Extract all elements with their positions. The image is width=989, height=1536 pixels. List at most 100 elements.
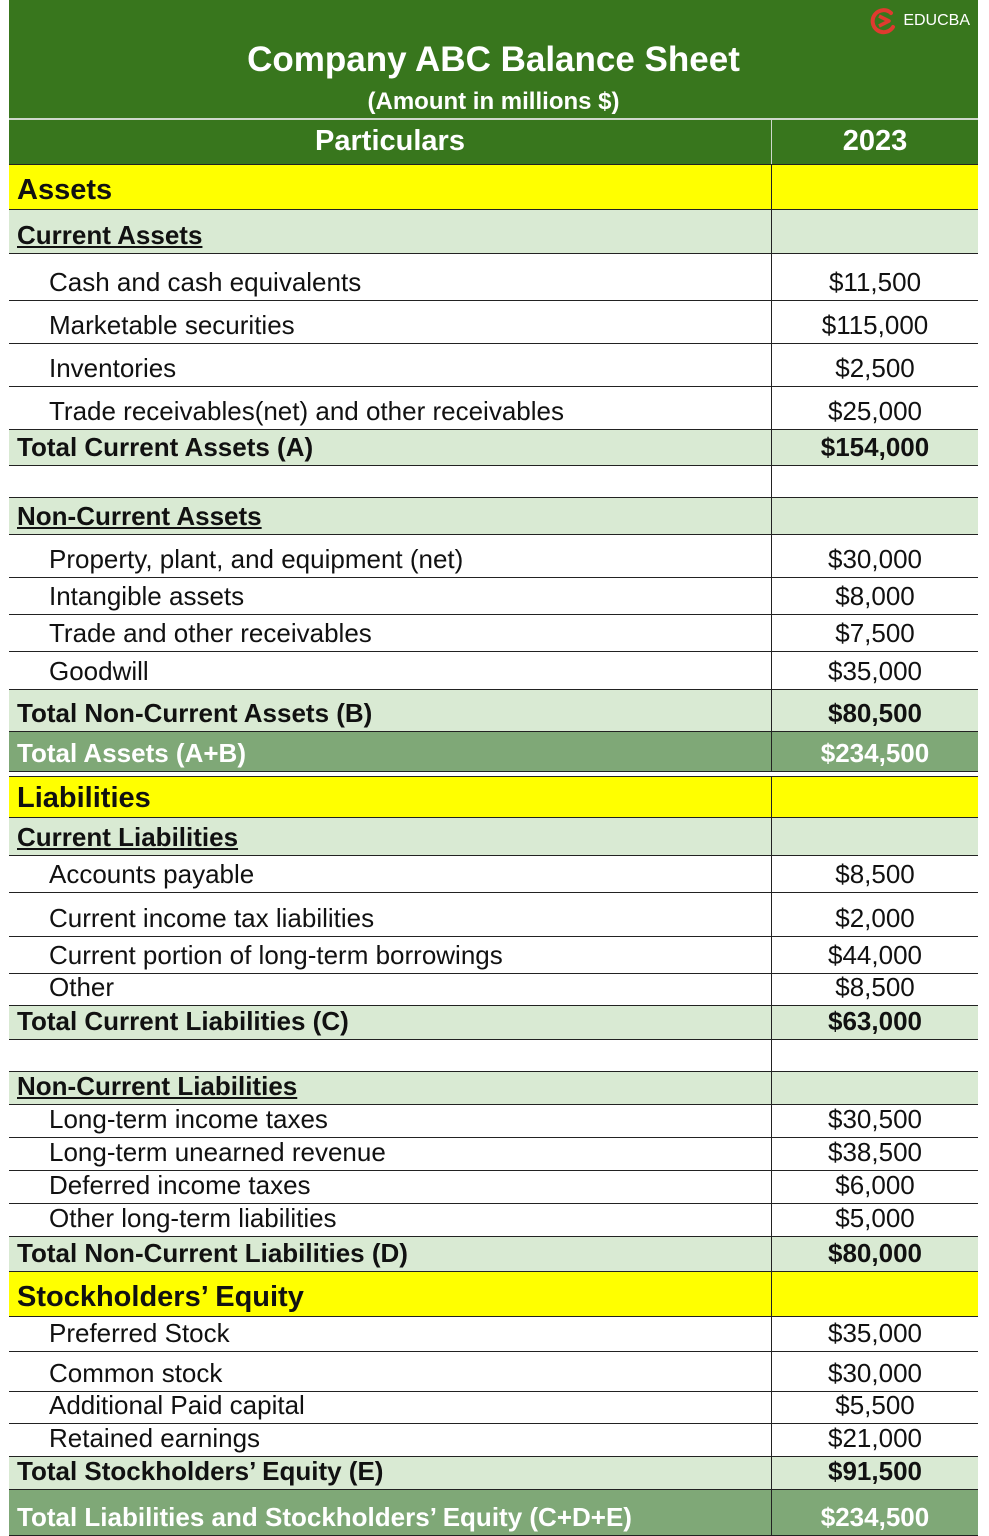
table-row: Accounts payable $8,500: [9, 856, 978, 893]
row-label: Non-Current Assets: [9, 498, 772, 534]
row-value: $8,500: [835, 974, 915, 1002]
grand-row: Total Assets (A+B) $234,500: [9, 732, 978, 772]
row-label-text: Accounts payable: [49, 859, 255, 889]
table-row: Long-term unearned revenue $38,500: [9, 1138, 978, 1171]
row-label: Total Stockholders’ Equity (E): [9, 1457, 772, 1489]
row-label: Intangible assets: [9, 578, 772, 614]
table-row: Marketable securities $115,000: [9, 301, 978, 344]
table-row: Common stock $30,000: [9, 1352, 978, 1392]
row-label: Inventories: [9, 344, 772, 386]
row-label: [9, 1040, 772, 1071]
grand-row: Total Liabilities and Stockholders’ Equi…: [9, 1490, 978, 1536]
row-value: [772, 1272, 978, 1316]
row-label-text: Retained earnings: [49, 1424, 261, 1453]
total-row: Total Current Assets (A) $154,000: [9, 430, 978, 466]
table-row: Inventories $2,500: [9, 344, 978, 387]
row-value: [772, 818, 978, 855]
row-label: Current Liabilities: [9, 818, 772, 855]
column-header-particulars: Particulars: [9, 120, 772, 164]
row-label-text: Common stock: [49, 1358, 223, 1388]
table-row: Trade and other receivables $7,500: [9, 615, 978, 652]
table-row: Preferred Stock $35,000: [9, 1317, 978, 1352]
row-label-text: Other long-term liabilities: [49, 1204, 337, 1233]
row-label-text: Other: [49, 974, 115, 1002]
table-row: Long-term income taxes $30,500: [9, 1105, 978, 1138]
table-row: Property, plant, and equipment (net) $30,…: [9, 535, 978, 578]
row-value: [772, 777, 978, 817]
row-label: Total Current Assets (A): [9, 430, 772, 465]
row-label-text: Current Liabilities: [17, 822, 239, 852]
row-value: $30,500: [828, 1105, 922, 1134]
section-row: Stockholders’ Equity: [9, 1272, 978, 1317]
row-value: $6,000: [835, 1171, 915, 1200]
row-label: Total Non-Current Liabilities (D): [9, 1237, 772, 1271]
row-label: [9, 466, 772, 497]
row-label-text: Deferred income taxes: [49, 1171, 311, 1200]
row-label-text: Total Current Assets (A): [17, 432, 314, 462]
row-value: $5,000: [835, 1204, 915, 1233]
subsection-row: Current Assets: [9, 210, 978, 254]
row-label: Marketable securities: [9, 301, 772, 343]
row-value: $80,500: [772, 690, 978, 731]
row-label-text: Total Non-Current Liabilities (D): [17, 1238, 408, 1268]
table-row: Current income tax liabilities $2,000: [9, 893, 978, 937]
row-value: $35,000: [828, 656, 922, 686]
section-row: Assets: [9, 165, 978, 210]
row-label-text: Long-term unearned revenue: [49, 1138, 386, 1167]
row-value: $63,000: [772, 1006, 978, 1039]
row-label: Long-term unearned revenue: [9, 1138, 772, 1170]
page-subtitle: (Amount in millions $): [367, 88, 620, 115]
row-label: Other long-term liabilities: [9, 1204, 772, 1236]
row-value: $25,000: [828, 396, 922, 426]
row-label-text: Total Assets (A+B): [17, 738, 246, 768]
row-label-text: Total Liabilities and Stockholders’ Equi…: [17, 1502, 632, 1532]
row-label-text: Intangible assets: [49, 581, 245, 611]
row-label: Stockholders’ Equity: [9, 1272, 772, 1316]
row-value: $234,500: [772, 732, 978, 771]
educba-logo: EDUCBA: [869, 6, 970, 36]
row-label-text: Liabilities: [17, 782, 151, 814]
row-label-text: Assets: [17, 174, 113, 206]
row-label: Deferred income taxes: [9, 1171, 772, 1203]
row-label-text: Total Stockholders’ Equity (E): [17, 1457, 384, 1486]
row-value: $5,500: [835, 1392, 915, 1420]
row-label: Total Liabilities and Stockholders’ Equi…: [9, 1490, 772, 1535]
row-label-text: Current income tax liabilities: [49, 903, 375, 933]
row-value: $91,500: [772, 1457, 978, 1489]
table-row: Trade receivables(net) and other receiva…: [9, 387, 978, 430]
row-value: [772, 498, 978, 534]
row-label-text: Total Current Liabilities (C): [17, 1006, 349, 1036]
logo-text: EDUCBA: [903, 12, 970, 29]
row-label: Total Assets (A+B): [9, 732, 772, 771]
row-label: Goodwill: [9, 652, 772, 689]
row-label-text: Stockholders’ Equity: [17, 1281, 304, 1313]
balance-sheet: EDUCBA Company ABC Balance Sheet (Amount…: [9, 0, 978, 1536]
row-value: [772, 1040, 978, 1071]
row-label: Current portion of long-term borrowings: [9, 937, 772, 973]
row-label: Other: [9, 974, 772, 1005]
table-row: Current portion of long-term borrowings $…: [9, 937, 978, 974]
row-label: Common stock: [9, 1352, 772, 1391]
row-label-text: Goodwill: [49, 656, 149, 686]
educba-logo-icon: [871, 8, 896, 35]
row-value: $8,000: [835, 581, 915, 611]
row-label-text: Trade and other receivables: [49, 618, 372, 648]
row-value: [772, 1072, 978, 1104]
total-row: Total Non-Current Assets (B) $80,500: [9, 690, 978, 732]
title-block: EDUCBA Company ABC Balance Sheet (Amount…: [9, 0, 978, 120]
row-label: Property, plant, and equipment (net): [9, 535, 772, 577]
table-row: Goodwill $35,000: [9, 652, 978, 690]
row-value: $7,500: [835, 618, 915, 648]
row-value: $35,000: [828, 1318, 922, 1348]
row-label: Retained earnings: [9, 1424, 772, 1456]
row-value: $80,000: [772, 1237, 978, 1271]
row-value: [772, 165, 978, 209]
row-value: [772, 210, 978, 253]
row-value: $30,000: [828, 544, 922, 574]
row-label-text: Additional Paid capital: [49, 1392, 305, 1420]
row-label-text: Long-term income taxes: [49, 1105, 328, 1134]
subsection-row: Non-Current Liabilities: [9, 1072, 978, 1105]
total-row: Total Stockholders’ Equity (E) $91,500: [9, 1457, 978, 1490]
row-value: $21,000: [828, 1424, 922, 1453]
total-row: Total Current Liabilities (C) $63,000: [9, 1006, 978, 1040]
